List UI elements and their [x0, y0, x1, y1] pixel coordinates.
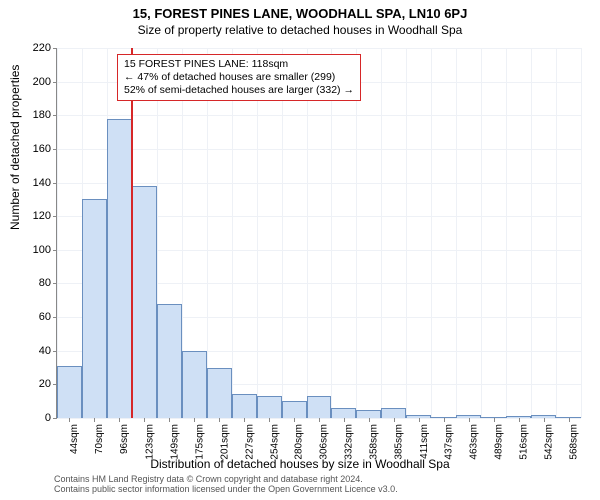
footer-line1: Contains HM Land Registry data © Crown c…	[54, 474, 398, 484]
bar	[107, 119, 132, 418]
x-tick-label: 332sqm	[344, 424, 355, 460]
x-tick-label: 489sqm	[494, 424, 505, 460]
bar	[232, 394, 257, 418]
y-tick: 160	[33, 143, 57, 155]
bar	[132, 186, 157, 418]
x-tick-label: 254sqm	[269, 424, 280, 460]
footer: Contains HM Land Registry data © Crown c…	[54, 474, 398, 495]
annotation-box: 15 FOREST PINES LANE: 118sqm ← 47% of de…	[117, 54, 361, 101]
x-tick-label: 358sqm	[369, 424, 380, 460]
x-tick-label: 123sqm	[144, 424, 155, 460]
x-tick-label: 201sqm	[219, 424, 230, 460]
y-tick: 0	[45, 412, 57, 424]
y-axis-label: Number of detached properties	[8, 65, 22, 230]
x-tick-label: 175sqm	[194, 424, 205, 460]
plot-area: 15 FOREST PINES LANE: 118sqm ← 47% of de…	[56, 48, 581, 419]
y-tick: 100	[33, 244, 57, 256]
bars-layer	[57, 48, 581, 418]
bar	[57, 366, 82, 418]
y-tick: 20	[39, 378, 57, 390]
bar	[282, 401, 307, 418]
bar	[307, 396, 332, 418]
bar	[381, 408, 406, 418]
chart-subtitle: Size of property relative to detached ho…	[0, 21, 600, 37]
annotation-line1: 15 FOREST PINES LANE: 118sqm	[124, 58, 354, 71]
chart-title: 15, FOREST PINES LANE, WOODHALL SPA, LN1…	[0, 0, 600, 21]
y-tick: 220	[33, 42, 57, 54]
x-axis-label: Distribution of detached houses by size …	[0, 457, 600, 471]
y-tick: 200	[33, 76, 57, 88]
x-tick-label: 463sqm	[469, 424, 480, 460]
annotation-line2: ← 47% of detached houses are smaller (29…	[124, 71, 354, 84]
x-tick-label: 568sqm	[569, 424, 580, 460]
reference-line	[131, 48, 133, 418]
y-tick: 80	[39, 277, 57, 289]
bar	[157, 304, 182, 418]
annotation-line3: 52% of semi-detached houses are larger (…	[124, 84, 354, 97]
x-tick-label: 44sqm	[69, 424, 80, 454]
bar	[182, 351, 207, 418]
y-tick: 180	[33, 109, 57, 121]
bar	[356, 410, 381, 418]
x-tick-label: 280sqm	[294, 424, 305, 460]
bar	[82, 199, 107, 418]
bar	[331, 408, 356, 418]
x-tick-label: 70sqm	[94, 424, 105, 454]
x-tick-label: 385sqm	[394, 424, 405, 460]
y-tick: 120	[33, 210, 57, 222]
y-tick: 140	[33, 177, 57, 189]
x-tick-label: 542sqm	[544, 424, 555, 460]
x-tick-label: 516sqm	[519, 424, 530, 460]
x-tick-label: 437sqm	[444, 424, 455, 460]
bar	[257, 396, 282, 418]
x-tick-label: 149sqm	[169, 424, 180, 460]
x-tick-label: 411sqm	[419, 424, 430, 459]
footer-line2: Contains public sector information licen…	[54, 484, 398, 494]
x-tick-label: 96sqm	[119, 424, 130, 454]
x-tick-label: 306sqm	[319, 424, 330, 460]
gridline-v	[581, 48, 582, 418]
bar	[207, 368, 232, 418]
y-tick: 40	[39, 345, 57, 357]
y-tick: 60	[39, 311, 57, 323]
x-tick-label: 227sqm	[244, 424, 255, 460]
